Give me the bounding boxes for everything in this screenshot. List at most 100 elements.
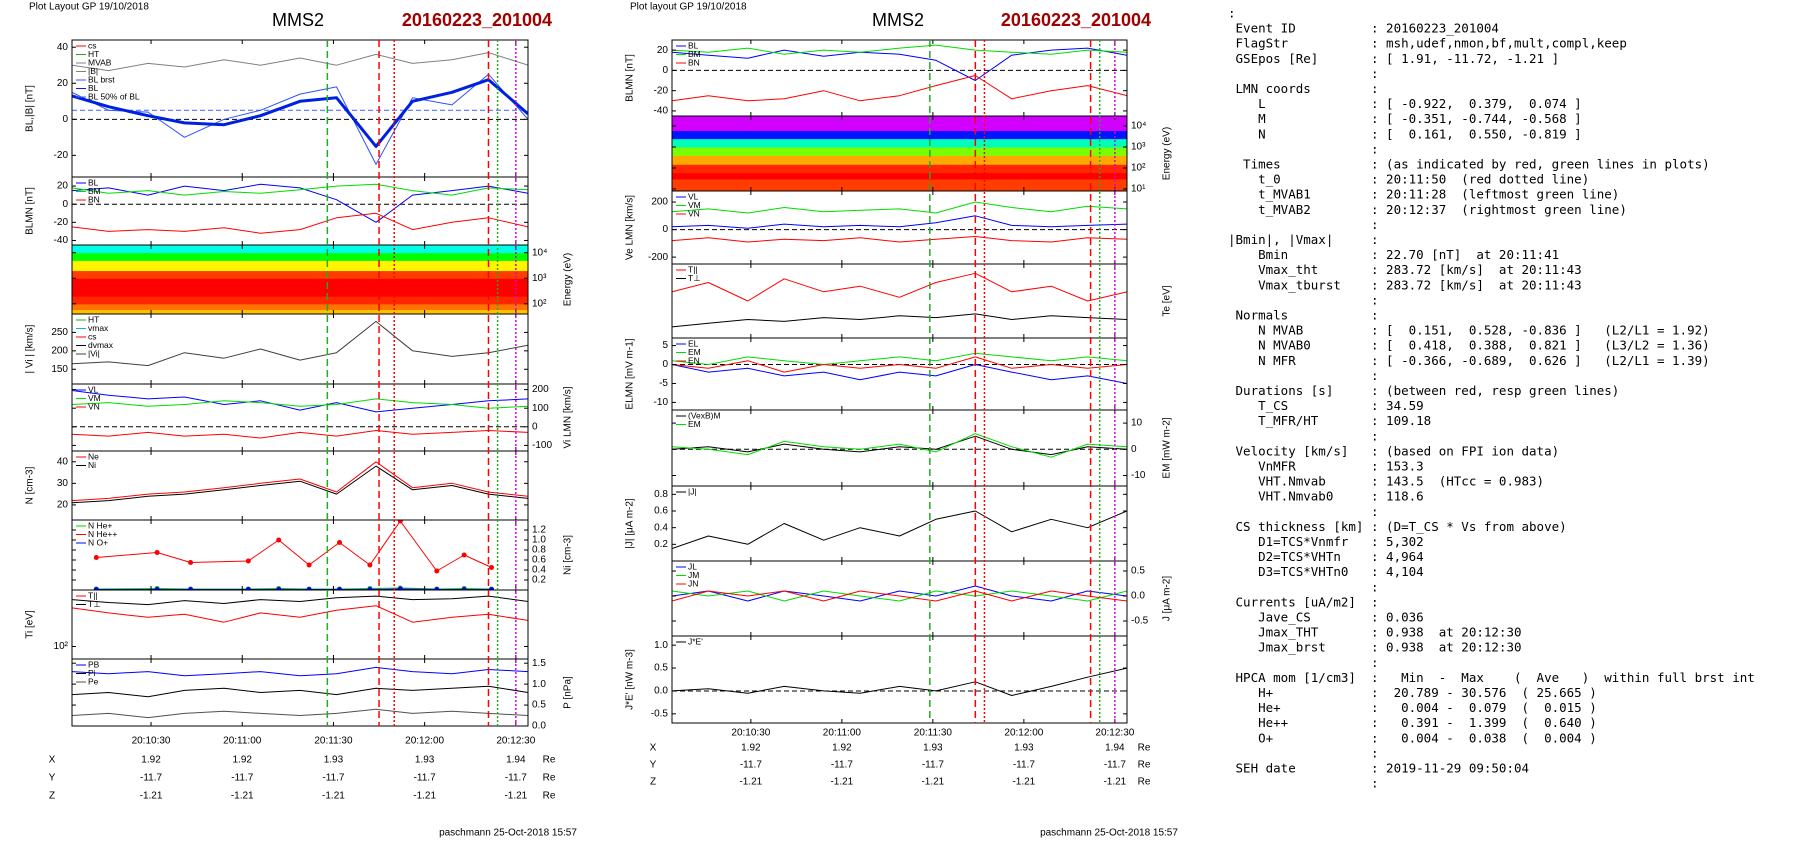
event-id: 20160223_201004 (402, 10, 552, 30)
y-tick-label: 10² (54, 641, 69, 652)
y-tick-label: -0.5 (1131, 616, 1149, 627)
series-line (72, 708, 528, 719)
panel (72, 52, 528, 165)
footer: paschmann 25-Oct-2018 15:57 (439, 828, 577, 839)
info-line: Velocity [km/s] : (based on FPI ion data… (1228, 443, 1559, 458)
x-tick-label: 20:12:30 (1095, 728, 1134, 739)
coord-unit: Re (1138, 743, 1151, 754)
info-line: Normals : (1228, 308, 1379, 323)
y-tick-label: -40 (54, 235, 69, 246)
y-tick-label: 0.2 (654, 539, 668, 550)
y-axis-label: Ve LMN [km/s] (625, 195, 636, 260)
legend-label: |J| (688, 486, 697, 496)
info-line: He++ : 0.391 - 1.399 ( 0.640 ) (1228, 715, 1597, 730)
coord-value: -11.7 (414, 773, 436, 784)
data-point (367, 587, 373, 590)
series-line (72, 73, 528, 165)
info-line: Vmax_tburst : 283.72 [km/s] at 20:11:43 (1228, 277, 1582, 292)
y-tick-label: -100 (532, 440, 552, 451)
panel-frame (671, 485, 1128, 562)
series-line (72, 461, 528, 502)
panel (72, 666, 528, 719)
y-axis-label: Energy (eV) (563, 253, 574, 306)
info-line: VHT.Nmvab : 143.5 (HTcc = 0.983) (1228, 474, 1544, 489)
legend-label: Pe (88, 676, 99, 686)
info-line: Jmax_brst : 0.938 at 20:12:30 (1228, 640, 1522, 655)
legend-label: vmax (88, 323, 109, 333)
series-line (72, 320, 528, 367)
event-id: 20160223_201004 (1001, 10, 1151, 30)
info-line: T_CS : 34.59 (1228, 398, 1424, 413)
spectrogram-band (672, 164, 1127, 174)
coord-value: -1.21 (231, 791, 254, 802)
y-tick-label: 0.4 (654, 522, 668, 533)
legend-label: cs (88, 331, 97, 341)
data-point (276, 587, 282, 590)
series-line (672, 201, 1127, 214)
data-point (188, 587, 194, 590)
legend-label: VM (688, 200, 701, 210)
panel (672, 201, 1127, 243)
plot-caption: Plot Layout GP 19/10/2018 (29, 2, 149, 13)
footer: paschmann 25-Oct-2018 15:57 (1040, 828, 1178, 839)
legend-label: VN (688, 208, 700, 218)
series-line (672, 590, 1127, 602)
panel-frame (671, 635, 1128, 724)
coord-value: -11.7 (231, 773, 253, 784)
y-tick-label: 1.5 (532, 658, 546, 669)
y-axis-label: BLMN [nT] (625, 54, 636, 102)
info-line: VnMFR : 153.3 (1228, 459, 1424, 474)
spectrogram-band (72, 309, 528, 314)
legend-label: EL (688, 338, 699, 348)
info-line: SEH date : 2019-11-29 09:50:04 (1228, 761, 1529, 776)
y-tick-label: 40 (57, 42, 69, 53)
y-tick-label: 30 (57, 478, 69, 489)
legend-label: HT (88, 49, 99, 59)
coord-value: -1.21 (830, 777, 853, 788)
series-line (72, 183, 528, 223)
y-axis-label: P [nPa] (563, 676, 574, 709)
spectrogram-band (72, 303, 528, 310)
y-axis-label: N [cm-3] (25, 466, 36, 504)
series-line (72, 605, 528, 623)
info-line: t_MVAB1 : 20:11:28 (leftmost green line) (1228, 187, 1619, 202)
series-line (672, 356, 1127, 373)
legend-label: N He++ (88, 529, 117, 539)
y-tick-label: -20 (54, 150, 69, 161)
x-tick-label: 20:10:30 (132, 736, 171, 747)
series-line (672, 352, 1127, 365)
coord-unit: Re (1138, 777, 1151, 788)
info-line: : (1228, 368, 1379, 383)
panel (72, 183, 528, 234)
y-tick-label: 20 (657, 45, 669, 56)
spectrogram-band (672, 155, 1127, 165)
legend-label: |Vi| (88, 348, 100, 358)
data-point (276, 537, 282, 543)
panel (72, 320, 528, 367)
info-line: HPCA mom [1/cm3] : Min - Max ( Ave ) wit… (1228, 670, 1755, 685)
panel (672, 116, 1127, 191)
y-tick-label: -40 (654, 106, 669, 117)
x-tick-label: 20:11:30 (914, 728, 953, 739)
data-point (434, 568, 440, 574)
coord-value: -11.7 (140, 773, 162, 784)
spectrogram-band (672, 116, 1127, 132)
info-line: Jave_CS : 0.036 (1228, 610, 1424, 625)
series-line (672, 44, 1127, 55)
coord-value: -1.21 (413, 791, 436, 802)
coord-value: 1.92 (141, 755, 161, 766)
data-point (306, 587, 312, 590)
y-axis-label: ELMN [mV m-1] (625, 338, 636, 409)
series-line (72, 390, 528, 413)
y-tick-label: 0 (662, 359, 668, 370)
y-axis-label: Energy (eV) (1162, 127, 1173, 180)
series-line (672, 272, 1127, 302)
coord-value: -1.21 (322, 791, 345, 802)
info-line: : (1228, 6, 1236, 21)
legend-label: (VexB)M (688, 410, 721, 420)
legend-label: BL (688, 40, 699, 50)
y-tick-label: -20 (654, 85, 669, 96)
y-tick-label: 10⁴ (1131, 121, 1146, 132)
coord-value: -11.7 (922, 760, 944, 771)
